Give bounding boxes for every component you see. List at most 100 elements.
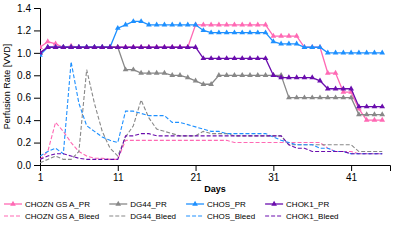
y-tick-mark	[34, 30, 40, 31]
series-marker	[372, 111, 378, 116]
series-marker	[99, 44, 105, 49]
legend-marker	[192, 201, 198, 206]
legend-label: CHOZN GS A_Bleed	[25, 212, 99, 221]
series-marker	[255, 55, 261, 60]
series-marker	[286, 41, 292, 46]
x-tick-label: 11	[113, 172, 124, 183]
x-axis: 111213141	[38, 165, 391, 183]
series-marker	[130, 44, 136, 49]
series-marker	[169, 72, 175, 77]
series-marker	[53, 44, 59, 49]
series-marker	[45, 38, 51, 43]
series-marker	[200, 81, 206, 86]
series-marker	[309, 44, 315, 49]
series-marker	[216, 72, 222, 77]
series-marker	[232, 29, 238, 34]
legend-swatch	[265, 215, 283, 216]
series-marker	[99, 44, 105, 49]
series-marker	[193, 22, 199, 27]
series-marker	[232, 72, 238, 77]
series-marker	[138, 44, 144, 49]
series-marker	[40, 44, 43, 49]
series-marker	[364, 111, 370, 116]
series-marker	[317, 44, 323, 49]
series-marker	[356, 103, 362, 108]
series-marker	[317, 94, 323, 99]
series-marker	[146, 44, 152, 49]
series-marker	[185, 74, 191, 79]
series-marker	[115, 25, 121, 30]
legend-item: CHOS_Bleed	[186, 212, 255, 221]
series-marker	[294, 74, 300, 79]
series-marker	[302, 44, 308, 49]
series-marker	[76, 44, 82, 49]
legend-item: DG44_Bleed	[109, 212, 176, 221]
series-marker	[309, 74, 315, 79]
series-marker	[302, 74, 308, 79]
legend-item: CHOS_PR	[186, 200, 246, 209]
y-tick-mark	[34, 53, 40, 54]
series-marker	[247, 55, 253, 60]
x-tick-label: 21	[190, 172, 202, 183]
series-marker	[239, 29, 245, 34]
series-marker	[216, 55, 222, 60]
series-marker	[208, 22, 214, 27]
series-marker	[270, 72, 276, 77]
series-marker	[278, 41, 284, 46]
series-marker	[278, 33, 284, 38]
series-marker	[379, 111, 385, 116]
series-line	[40, 70, 382, 163]
y-tick: 0.8	[17, 70, 40, 81]
series-marker	[115, 44, 121, 49]
y-tick-mark	[34, 143, 40, 144]
plot: 1112131410.00.20.40.60.81.01.21.4DaysPer…	[2, 3, 391, 194]
series-marker	[92, 44, 98, 49]
series-marker	[200, 27, 206, 32]
series-marker	[364, 50, 370, 55]
series-marker	[309, 94, 315, 99]
series-marker	[224, 22, 230, 27]
x-tick-mark	[273, 165, 274, 171]
legend-marker	[271, 201, 277, 206]
series-marker	[348, 85, 354, 90]
series-marker	[53, 44, 59, 49]
series-marker	[115, 44, 121, 49]
legend-item: DG44_PR	[109, 200, 167, 209]
series-marker	[364, 117, 370, 122]
y-tick-label: 0.6	[17, 92, 31, 103]
legend-label: DG44_Bleed	[130, 212, 176, 221]
legend-swatch	[186, 215, 204, 216]
legend-label: CHOZN GS A_PR	[25, 200, 90, 209]
series-marker	[294, 41, 300, 46]
series-marker	[263, 22, 269, 27]
y-tick-label: 1.2	[17, 25, 31, 36]
series-marker	[286, 74, 292, 79]
series-marker	[84, 44, 90, 49]
series-marker	[138, 44, 144, 49]
series-marker	[294, 94, 300, 99]
series-marker	[356, 111, 362, 116]
x-tick: 1	[38, 165, 44, 183]
series-marker	[84, 44, 90, 49]
y-tick: 0.6	[17, 92, 40, 103]
series-marker	[68, 44, 74, 49]
series-marker	[325, 94, 331, 99]
x-tick: 21	[190, 165, 202, 183]
x-tick-label: 41	[346, 172, 358, 183]
legend-item: CHOK1_PR	[265, 200, 329, 209]
y-tick: 1.2	[17, 25, 40, 36]
series-marker	[123, 66, 129, 71]
series-marker	[60, 44, 66, 49]
marks	[40, 18, 385, 163]
x-axis-line	[41, 166, 391, 172]
legend-label: DG44_PR	[130, 200, 167, 209]
series-marker	[239, 55, 245, 60]
series-marker	[255, 72, 261, 77]
series-marker	[263, 29, 269, 34]
series-marker	[177, 72, 183, 77]
series-marker	[68, 44, 74, 49]
chart: 1112131410.00.20.40.60.81.01.21.4DaysPer…	[0, 0, 400, 229]
series-marker	[45, 44, 51, 49]
legend-label: CHOS_PR	[207, 200, 246, 209]
series-marker	[317, 78, 323, 83]
